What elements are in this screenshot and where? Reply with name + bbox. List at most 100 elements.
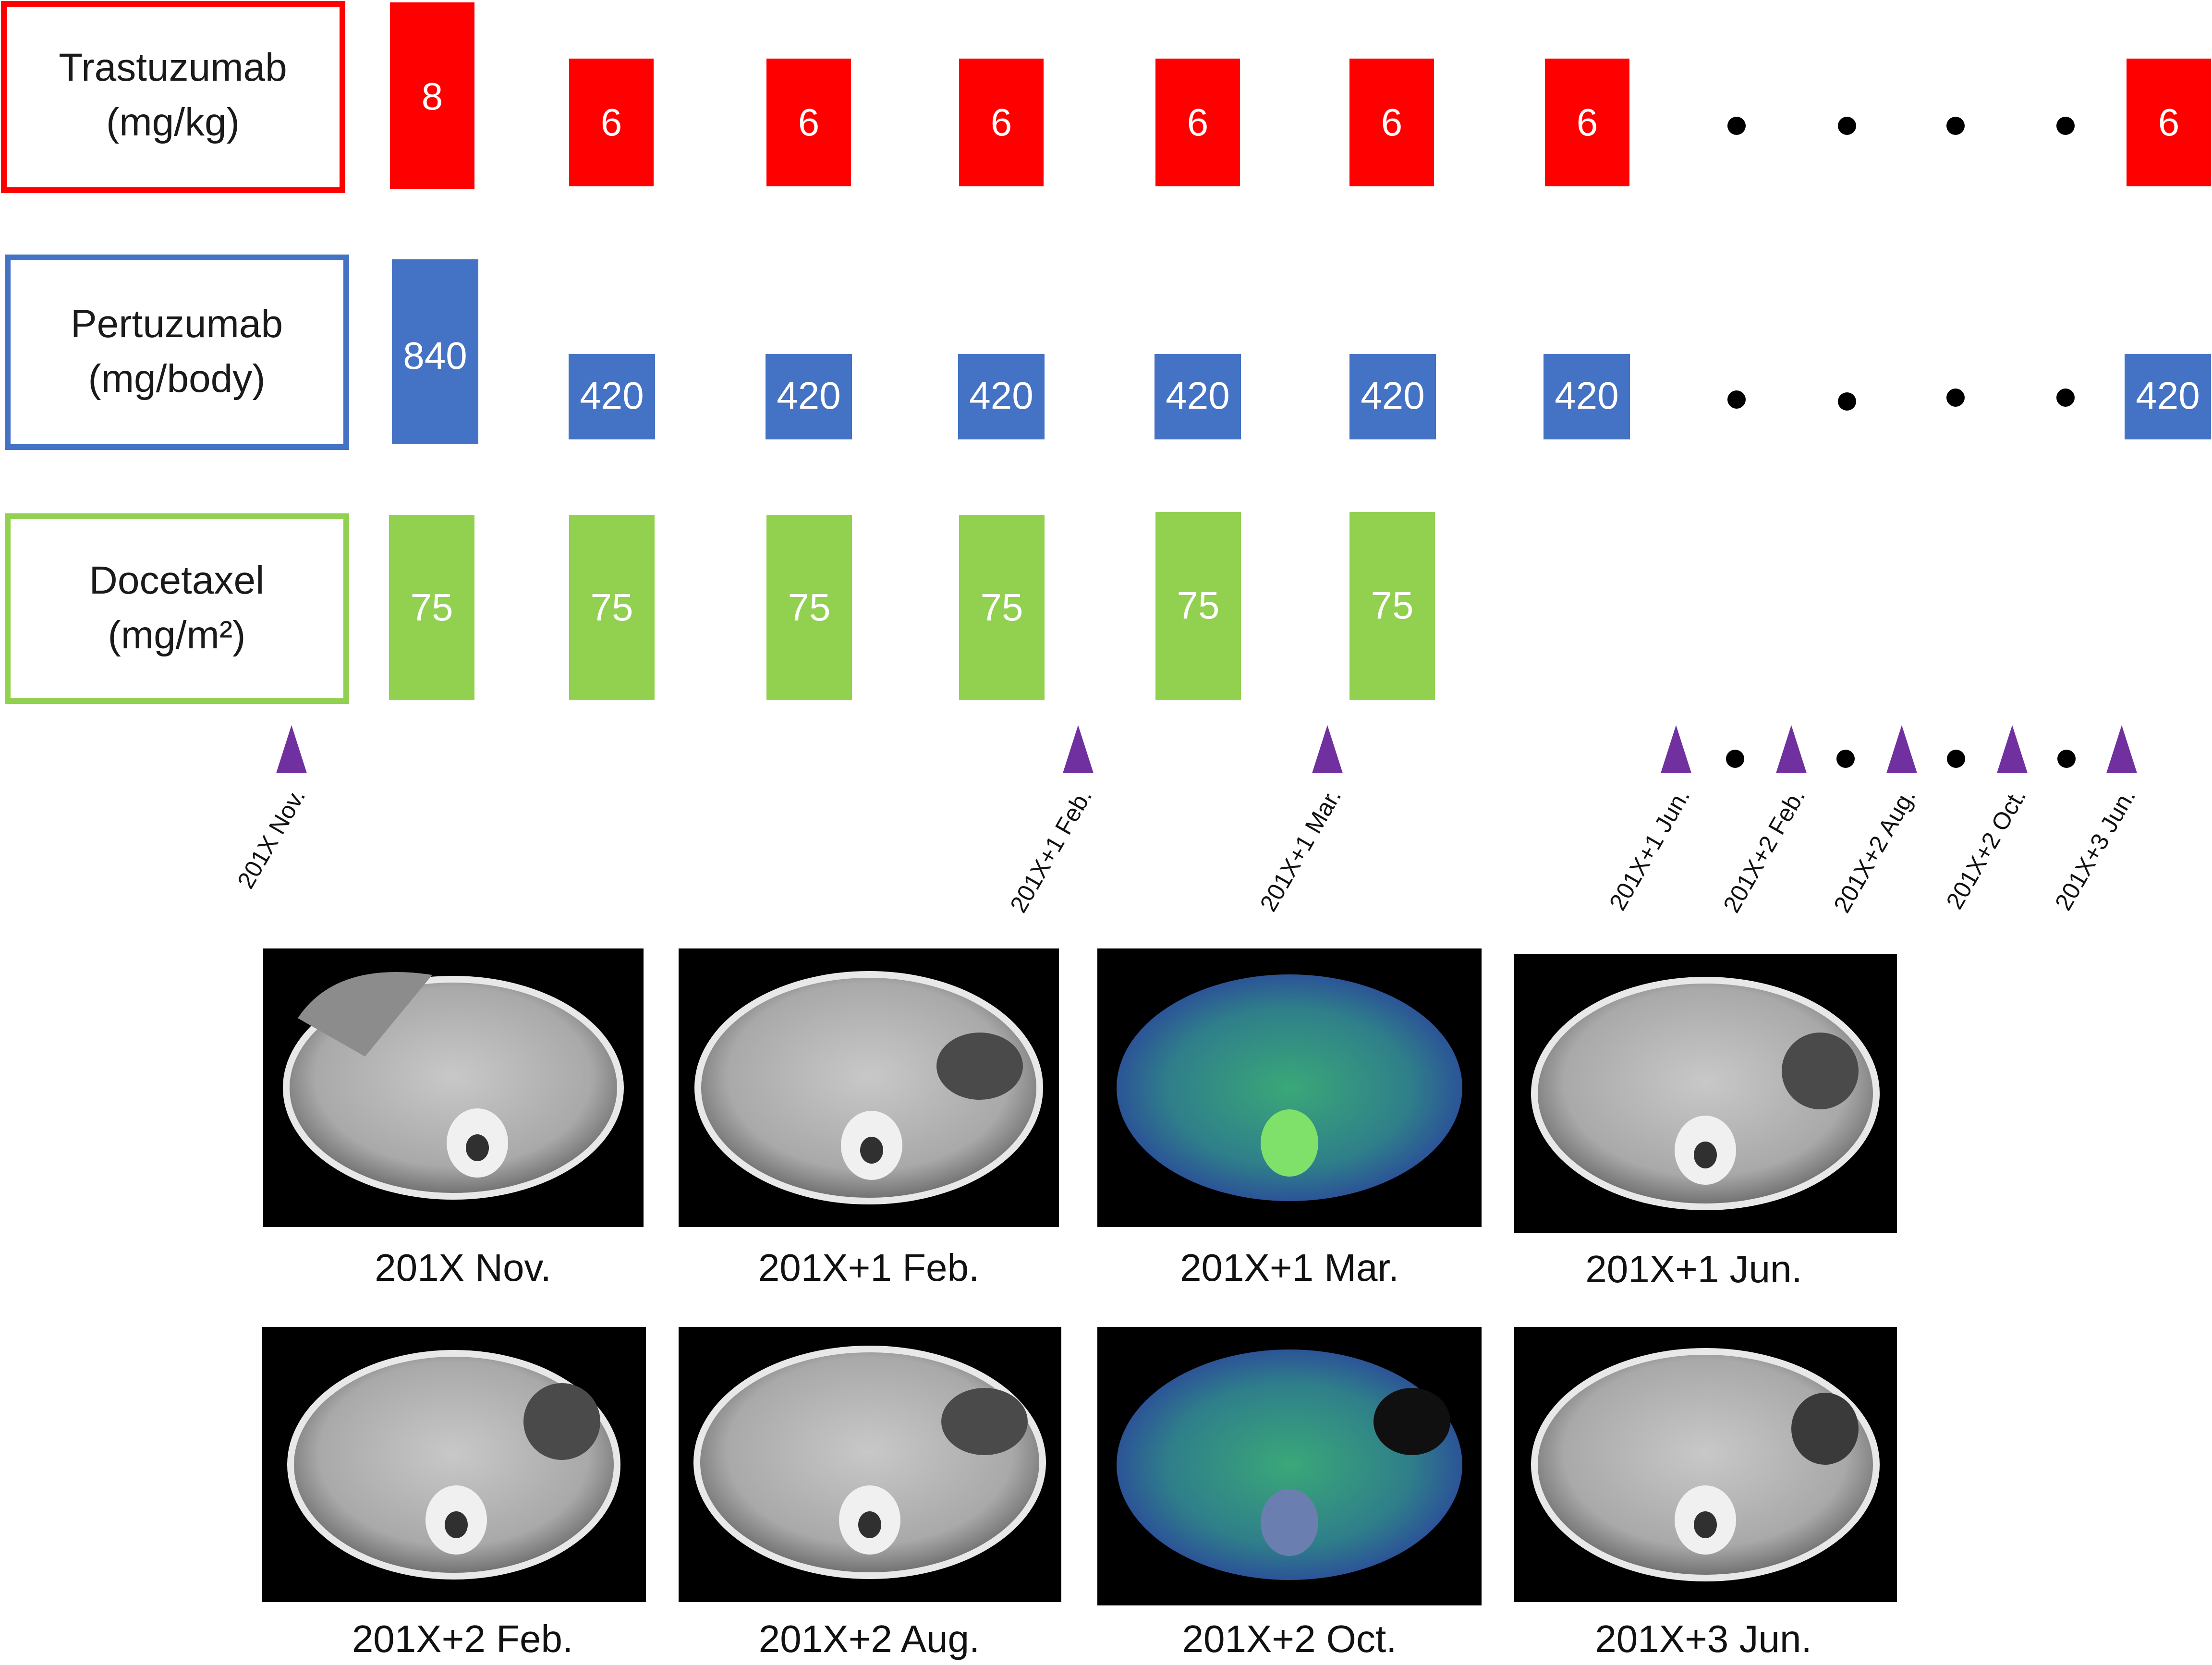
dose-value: 420 xyxy=(1361,374,1424,417)
timeline-date: 201X+2 Feb. xyxy=(1718,784,1810,917)
dose-block xyxy=(766,515,852,700)
continuation-dot xyxy=(1947,750,1965,768)
dose-value: 8 xyxy=(422,75,443,118)
pertuzumab-doses: 840 420 420 420 420 420 420 420 xyxy=(392,259,2211,444)
assessment-timeline: 201X Nov. 201X+1 Feb. 201X+1 Mar. 201X+1… xyxy=(232,725,2141,917)
drug-label-pertuzumab: Pertuzumab (mg/body) xyxy=(5,255,349,450)
drug-label-trastuzumab: Trastuzumab (mg/kg) xyxy=(1,1,345,193)
dose-block xyxy=(959,59,1044,186)
dose-value: 75 xyxy=(788,586,831,629)
assessment-marker xyxy=(1997,725,2028,773)
drug-unit: (mg/m²) xyxy=(108,613,246,657)
dose-value: 420 xyxy=(969,374,1033,417)
dose-block xyxy=(1155,354,1241,439)
dose-value: 6 xyxy=(798,101,820,144)
dose-block xyxy=(1155,512,1241,700)
timeline-date: 201X+1 Jun. xyxy=(1604,784,1695,915)
drug-name: Pertuzumab xyxy=(71,302,283,346)
dose-value: 6 xyxy=(2158,101,2180,144)
docetaxel-doses: 75 75 75 75 75 75 xyxy=(389,512,1435,700)
dose-value: 420 xyxy=(580,374,644,417)
dose-block xyxy=(389,515,474,700)
dose-block xyxy=(1349,512,1435,700)
continuation-dot xyxy=(2057,750,2076,768)
dose-value: 420 xyxy=(2136,374,2200,417)
continuation-dot xyxy=(1727,117,1746,135)
assessment-marker xyxy=(1661,725,1691,773)
timeline-date: 201X+2 Aug. xyxy=(1828,784,1920,917)
scan-panel: 201X+2 Feb. xyxy=(262,1327,646,1660)
scan-caption: 201X+2 Feb. xyxy=(352,1617,573,1660)
dose-block xyxy=(569,354,655,439)
continuation-dot xyxy=(1727,390,1746,409)
dose-block xyxy=(1349,354,1436,439)
dose-value: 75 xyxy=(981,586,1023,629)
scan-panel: 201X+1 Jun. xyxy=(1514,954,1897,1290)
dose-value: 420 xyxy=(1555,374,1618,417)
drug-unit: (mg/kg) xyxy=(106,100,240,144)
dose-block xyxy=(1544,354,1630,439)
dose-value: 75 xyxy=(411,586,453,629)
dose-value: 75 xyxy=(1177,584,1220,627)
dose-block xyxy=(390,2,474,189)
drug-name: Docetaxel xyxy=(89,559,265,602)
timeline-date: 201X+1 Feb. xyxy=(1005,784,1097,917)
dose-block xyxy=(1349,59,1434,186)
dose-value: 840 xyxy=(403,334,467,377)
dose-value: 6 xyxy=(1187,101,1209,144)
dose-block xyxy=(766,59,851,186)
dose-block xyxy=(392,259,478,444)
timeline-date: 201X+1 Mar. xyxy=(1255,784,1347,916)
dose-block xyxy=(1155,59,1240,186)
scan-caption: 201X+2 Oct. xyxy=(1182,1617,1397,1660)
dose-value: 6 xyxy=(991,101,1012,144)
dose-block xyxy=(1545,59,1629,186)
timeline-date: 201X+2 Oct. xyxy=(1941,784,2031,914)
trastuzumab-doses: 8 6 6 6 6 6 6 6 xyxy=(390,2,2211,189)
dose-value: 75 xyxy=(1371,584,1414,627)
drug-label-docetaxel: Docetaxel (mg/m²) xyxy=(5,513,349,704)
drug-name: Trastuzumab xyxy=(59,46,287,89)
dose-block xyxy=(2127,59,2211,186)
continuation-dot xyxy=(2056,117,2075,135)
dose-value: 420 xyxy=(777,374,840,417)
scan-caption: 201X+1 Feb. xyxy=(758,1246,979,1289)
scan-caption: 201X Nov. xyxy=(375,1246,551,1289)
dose-value: 420 xyxy=(1166,374,1229,417)
drug-unit: (mg/body) xyxy=(88,357,265,401)
timeline-date: 201X+3 Jun. xyxy=(2050,784,2141,915)
timeline-date: 201X Nov. xyxy=(232,784,310,893)
assessment-marker xyxy=(276,725,307,773)
dose-block xyxy=(959,515,1045,700)
dose-value: 6 xyxy=(601,101,622,144)
scan-panel: 201X Nov. xyxy=(263,948,644,1289)
assessment-marker xyxy=(1063,725,1094,773)
continuation-dot xyxy=(2056,389,2075,407)
scan-panel: 201X+1 Mar. xyxy=(1097,948,1482,1289)
continuation-dot xyxy=(1838,392,1856,411)
assessment-marker xyxy=(1776,725,1807,773)
dose-block xyxy=(766,354,852,439)
scan-panel: 201X+1 Feb. xyxy=(679,948,1059,1289)
dose-value: 6 xyxy=(1577,101,1598,144)
continuation-dot xyxy=(1838,117,1856,135)
dose-block xyxy=(569,515,655,700)
scan-caption: 201X+1 Mar. xyxy=(1180,1246,1399,1289)
scan-panel: 201X+3 Jun. xyxy=(1514,1327,1897,1660)
continuation-dot xyxy=(1836,750,1855,768)
dose-value: 6 xyxy=(1381,101,1403,144)
assessment-marker xyxy=(1312,725,1343,773)
scan-caption: 201X+3 Jun. xyxy=(1595,1617,1811,1660)
scan-panel: 201X+2 Oct. xyxy=(1097,1327,1482,1660)
scan-caption: 201X+1 Jun. xyxy=(1585,1248,1802,1290)
scan-caption: 201X+2 Aug. xyxy=(759,1617,980,1660)
assessment-marker xyxy=(2106,725,2137,773)
continuation-dot xyxy=(1946,389,1965,407)
continuation-dot xyxy=(1726,750,1744,768)
dose-block xyxy=(958,354,1045,439)
dose-value: 75 xyxy=(591,586,633,629)
dose-block xyxy=(2125,354,2211,439)
continuation-dot xyxy=(1946,117,1965,135)
assessment-marker xyxy=(1886,725,1917,773)
